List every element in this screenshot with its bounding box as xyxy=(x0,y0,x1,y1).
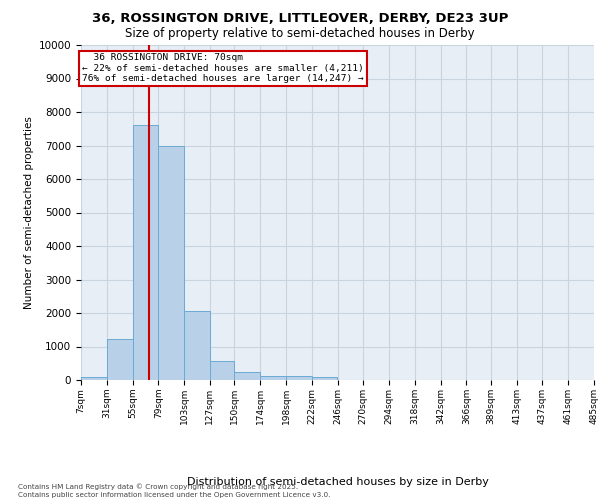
X-axis label: Distribution of semi-detached houses by size in Derby: Distribution of semi-detached houses by … xyxy=(187,477,488,487)
Bar xyxy=(133,126,158,380)
Bar xyxy=(158,146,184,380)
Text: 36, ROSSINGTON DRIVE, LITTLEOVER, DERBY, DE23 3UP: 36, ROSSINGTON DRIVE, LITTLEOVER, DERBY,… xyxy=(92,12,508,26)
Y-axis label: Number of semi-detached properties: Number of semi-detached properties xyxy=(25,116,34,309)
Bar xyxy=(210,360,235,380)
Bar xyxy=(107,339,133,380)
Bar xyxy=(81,378,107,380)
Text: 36 ROSSINGTON DRIVE: 70sqm
← 22% of semi-detached houses are smaller (4,211)
76%: 36 ROSSINGTON DRIVE: 70sqm ← 22% of semi… xyxy=(82,54,364,83)
Bar xyxy=(235,372,260,380)
Bar xyxy=(286,376,312,380)
Text: Contains HM Land Registry data © Crown copyright and database right 2025.
Contai: Contains HM Land Registry data © Crown c… xyxy=(18,484,331,498)
Bar xyxy=(184,312,210,380)
Text: Size of property relative to semi-detached houses in Derby: Size of property relative to semi-detach… xyxy=(125,28,475,40)
Bar xyxy=(312,377,337,380)
Bar xyxy=(260,376,286,380)
